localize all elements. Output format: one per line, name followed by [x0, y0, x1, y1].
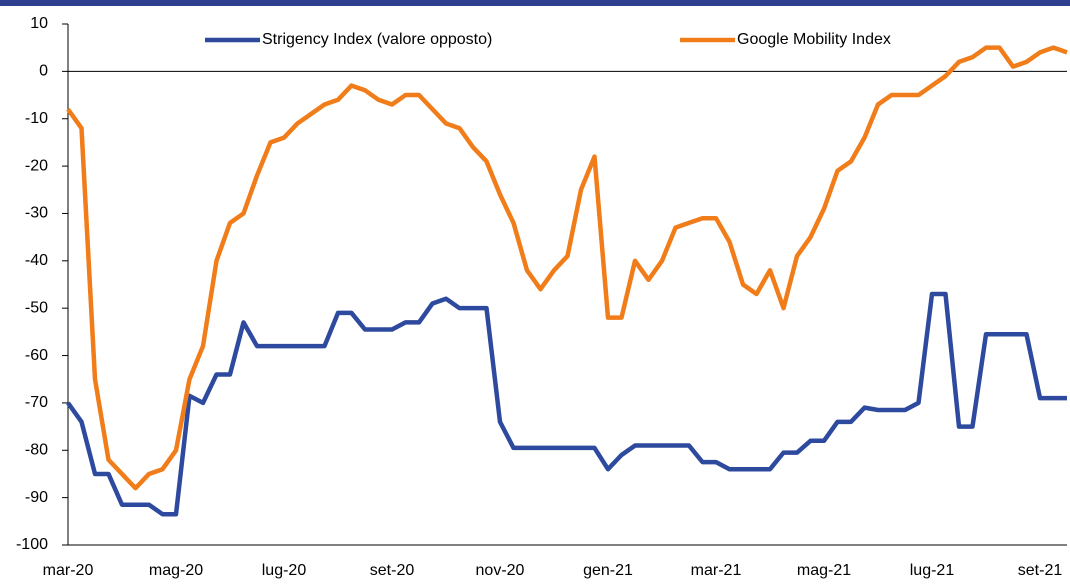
y-tick-label: -60	[25, 347, 48, 364]
y-tick-label: -80	[25, 441, 48, 458]
series-line	[66, 291, 1067, 517]
x-tick-label: set-20	[370, 562, 415, 579]
y-tick-label: -10	[25, 110, 48, 127]
x-tick-label: mag-20	[149, 562, 203, 579]
legend: Strigency Index (valore opposto) Google M…	[205, 31, 891, 48]
x-tick-label: mag-21	[797, 562, 851, 579]
x-tick-label: set-21	[1018, 562, 1063, 579]
x-tick-label: mar-20	[43, 562, 94, 579]
y-tick-label: -50	[25, 299, 48, 316]
axes: -100-90-80-70-60-50-40-30-20-10010mar-20…	[16, 15, 1067, 579]
legend-label: Strigency Index (valore opposto)	[262, 31, 492, 48]
y-tick-label: -70	[25, 394, 48, 411]
y-tick-label: 10	[30, 15, 48, 32]
x-tick-label: lug-20	[262, 562, 307, 579]
y-tick-label: -90	[25, 489, 48, 506]
y-tick-label: -40	[25, 252, 48, 269]
series-line	[66, 45, 1068, 491]
legend-label: Google Mobility Index	[737, 31, 891, 48]
y-tick-label: -100	[16, 536, 48, 553]
x-tick-label: nov-20	[476, 562, 525, 579]
y-tick-label: -20	[25, 157, 48, 174]
y-tick-label: -30	[25, 205, 48, 222]
x-tick-label: mar-21	[691, 562, 742, 579]
top-bar	[0, 0, 1070, 6]
x-tick-label: gen-21	[583, 562, 633, 579]
plot	[66, 45, 1068, 517]
y-tick-label: 0	[39, 63, 48, 80]
x-tick-label: lug-21	[910, 562, 955, 579]
